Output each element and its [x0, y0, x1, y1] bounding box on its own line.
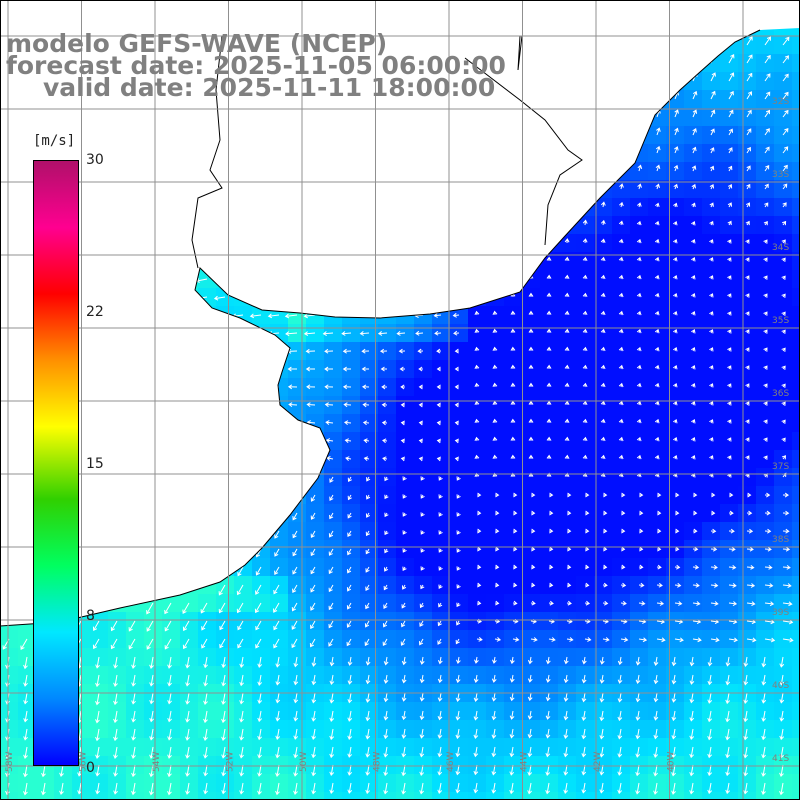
forecast-date: forecast date: 2025-11-05 06:00:00: [6, 51, 506, 80]
model-title: modelo GEFS-WAVE (NCEP): [6, 29, 388, 58]
longitude-label: 42W: [593, 752, 603, 772]
colorbar-unit-label: [m/s]: [33, 133, 76, 149]
latitude-label: 38S: [772, 535, 789, 545]
longitude-label: 58W: [5, 752, 15, 772]
coastline: [0, 29, 761, 627]
latitude-label: 41S: [772, 754, 789, 764]
colorbar-tick-8: 8: [86, 608, 95, 624]
latitude-label: 32S: [772, 97, 789, 107]
latitude-label: 33S: [772, 170, 789, 180]
border-line: [517, 35, 523, 71]
longitude-label: 52W: [226, 752, 236, 772]
latitude-label: 35S: [772, 316, 789, 326]
longitude-label: 40W: [667, 752, 677, 772]
colorbar-tick-0: 0: [86, 760, 95, 776]
longitude-label: 54W: [152, 752, 162, 772]
longitude-label: 48W: [373, 752, 383, 772]
latitude-label: 36S: [772, 389, 789, 399]
colorbar-tick-22: 22: [86, 304, 104, 320]
longitude-label: 56W: [79, 752, 89, 772]
valid-date: valid date: 2025-11-11 18:00:00: [43, 73, 496, 102]
border-line: [191, 35, 223, 269]
longitude-label: 46W: [446, 752, 456, 772]
colorbar-tick-15: 15: [86, 456, 104, 472]
latitude-label: 39S: [772, 608, 789, 618]
colorbar-tick-30: 30: [86, 152, 104, 168]
latitude-label: 34S: [772, 243, 789, 253]
wind-vectors: [2, 36, 794, 796]
border-line: [464, 57, 583, 246]
longitude-label: 50W: [299, 752, 309, 772]
latitude-label: 37S: [772, 462, 789, 472]
colorbar: [33, 160, 79, 766]
longitude-label: 44W: [520, 752, 530, 772]
latitude-label: 40S: [772, 681, 789, 691]
land-area: [0, 0, 800, 626]
